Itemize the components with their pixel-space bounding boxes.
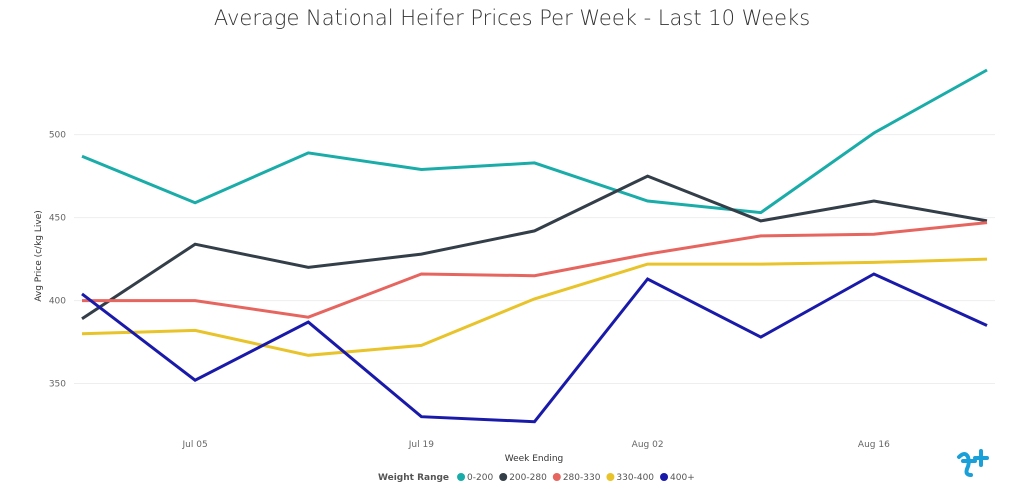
brand-logo-icon bbox=[957, 449, 989, 477]
series-line-280-330 bbox=[82, 221, 988, 319]
x-tick-label: Aug 02 bbox=[632, 440, 664, 450]
y-axis-title: Avg Price (c/kg Live) bbox=[34, 210, 44, 302]
legend-marker bbox=[606, 473, 615, 481]
legend-label[interactable]: 400+ bbox=[670, 473, 695, 483]
legend-title: Weight Range bbox=[378, 473, 449, 483]
x-axis-ticks: Jul 05 Jul 19 Aug 02 Aug 16 bbox=[182, 440, 891, 450]
legend-label[interactable]: 0-200 bbox=[467, 473, 493, 483]
legend-marker bbox=[457, 473, 466, 481]
x-tick-label: Jul 19 bbox=[408, 440, 434, 450]
legend-marker bbox=[499, 473, 508, 481]
legend-label[interactable]: 200-280 bbox=[509, 473, 547, 483]
series-line-400+ bbox=[81, 272, 988, 424]
y-tick-label: 400 bbox=[49, 297, 66, 307]
legend-label[interactable]: 330-400 bbox=[616, 473, 654, 483]
series-line-0-200 bbox=[81, 68, 988, 215]
series-line-200-280 bbox=[81, 174, 988, 321]
legend: Weight Range 0-200 200-280 280-330 330-400 4… bbox=[378, 473, 695, 483]
legend-label[interactable]: 280-330 bbox=[563, 473, 601, 483]
y-tick-label: 350 bbox=[49, 380, 66, 390]
series-line-330-400 bbox=[81, 257, 988, 357]
x-axis-title: Week Ending bbox=[505, 454, 564, 464]
y-tick-label: 500 bbox=[49, 131, 66, 141]
legend-marker bbox=[660, 473, 669, 481]
y-tick-label: 450 bbox=[49, 214, 66, 224]
x-tick-label: Jul 05 bbox=[182, 440, 208, 450]
series-lines bbox=[81, 68, 988, 424]
grid-lines bbox=[74, 134, 995, 385]
legend-marker bbox=[552, 473, 561, 481]
x-tick-label: Aug 16 bbox=[858, 440, 890, 450]
y-axis-ticks: 350 400 450 500 bbox=[49, 131, 66, 390]
chart-title: Average National Heifer Prices Per Week … bbox=[213, 6, 811, 30]
